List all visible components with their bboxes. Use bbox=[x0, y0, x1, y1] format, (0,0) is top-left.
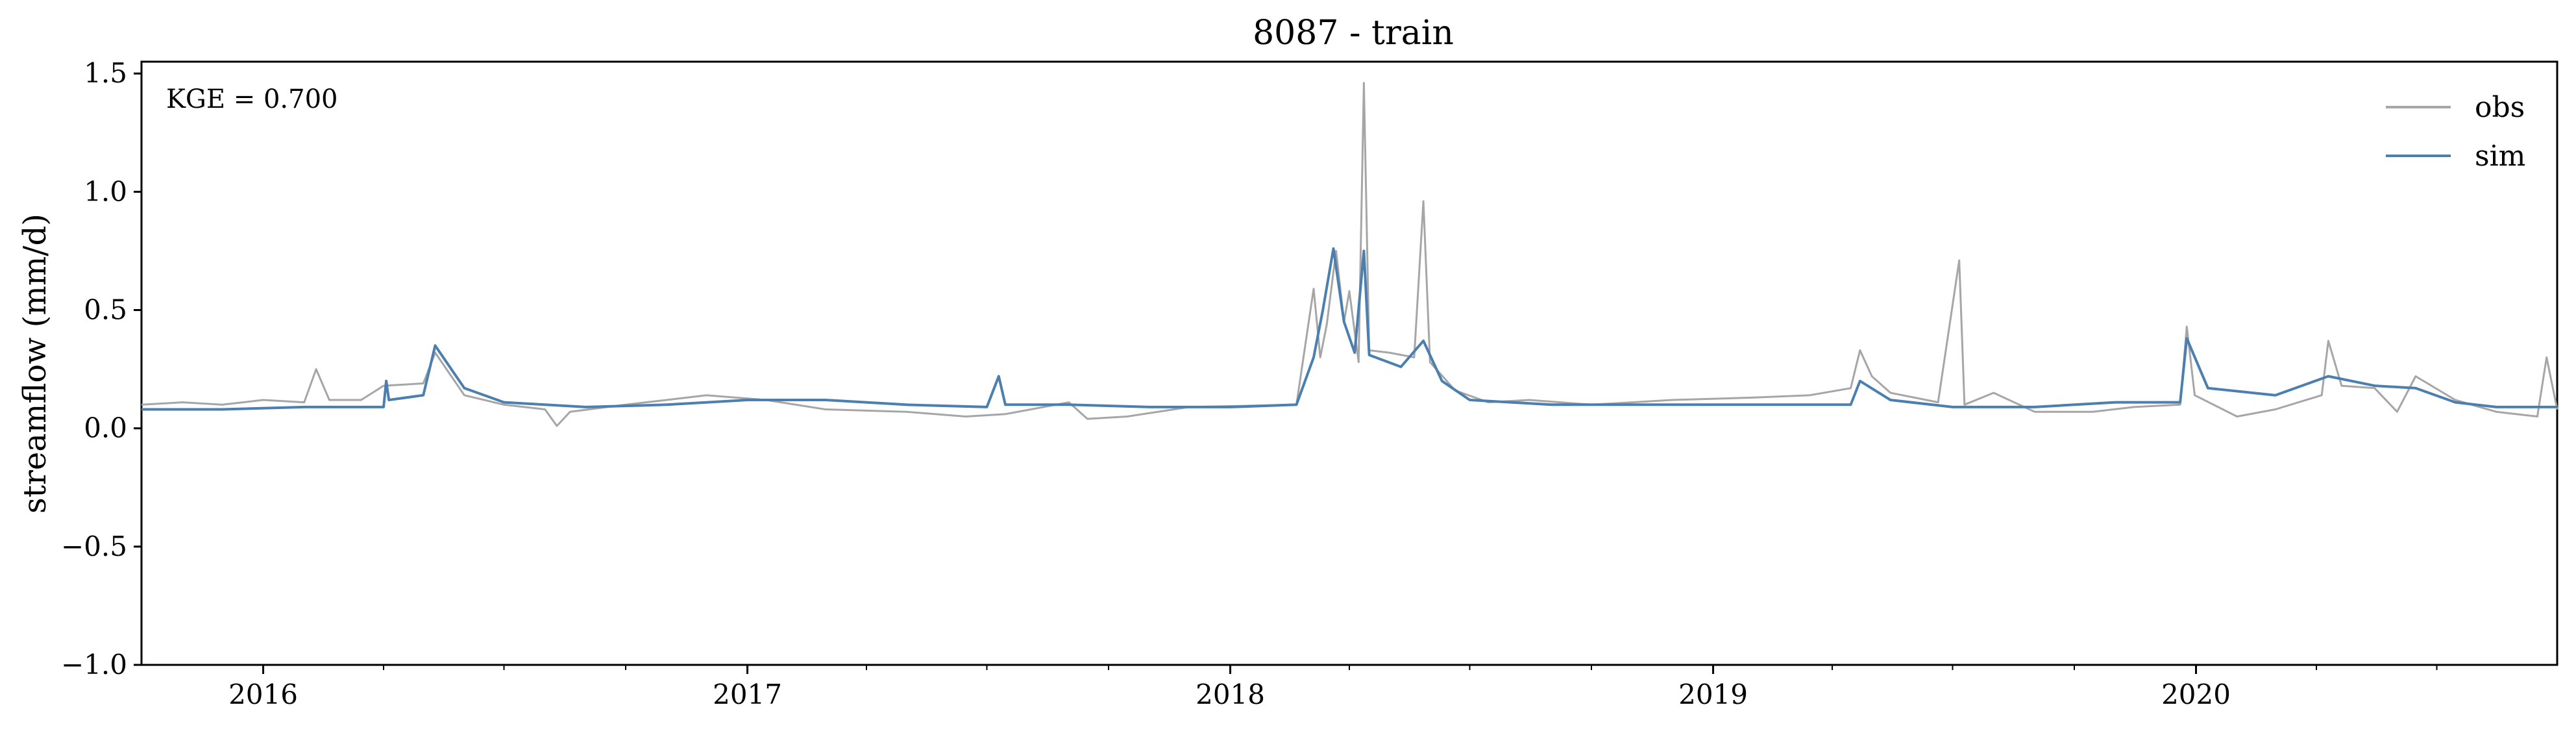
x-tick-label: 2020 bbox=[2161, 679, 2231, 710]
y-tick-label: 1.0 bbox=[84, 175, 127, 207]
legend: obs sim bbox=[2386, 91, 2525, 173]
y-tick-label: 0.0 bbox=[84, 412, 127, 444]
y-tick-label: −0.5 bbox=[61, 530, 127, 562]
plot-frame bbox=[140, 60, 2558, 666]
x-tick-label: 2017 bbox=[713, 679, 782, 710]
series-line-obs bbox=[141, 82, 2558, 427]
x-tick-label: 2019 bbox=[1678, 679, 1748, 710]
x-tick-label: 2018 bbox=[1196, 679, 1265, 710]
kge-annotation: KGE = 0.700 bbox=[166, 84, 338, 114]
legend-obs-label: obs bbox=[2475, 91, 2525, 124]
x-tick-label: 2016 bbox=[228, 679, 298, 710]
y-tick-label: 0.5 bbox=[84, 294, 127, 326]
series-line-sim bbox=[141, 247, 2557, 411]
legend-sim-label: sim bbox=[2475, 140, 2525, 173]
y-axis-label: streamflow (mm/d) bbox=[17, 214, 53, 514]
y-axis: −1.0 −0.5 0.0 0.5 1.0 1.5 bbox=[61, 57, 141, 680]
series-layer bbox=[141, 82, 2558, 427]
x-axis: 2016 2017 2018 2019 2020 bbox=[228, 665, 2438, 710]
chart-title: 8087 - train bbox=[1253, 14, 1454, 53]
y-tick-label: 1.5 bbox=[84, 57, 127, 89]
y-tick-label: −1.0 bbox=[61, 649, 127, 680]
